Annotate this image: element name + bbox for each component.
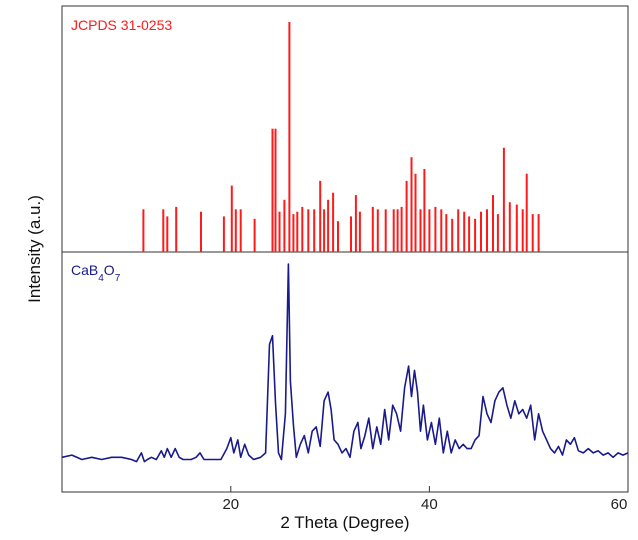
reference-panel-label: JCPDS 31-0253: [71, 17, 172, 33]
plot-frame: [61, 5, 629, 493]
sample-pattern-line: [61, 263, 629, 463]
y-axis-title: Intensity (a.u.): [25, 195, 44, 303]
x-axis-ticks: 20 40 60: [222, 486, 629, 513]
reference-pattern-sticks: [142, 22, 540, 252]
x-tick-label: 20: [222, 496, 239, 513]
sample-panel-label: CaB4O7: [71, 262, 121, 284]
x-tick-label: 40: [421, 496, 438, 513]
x-axis-title: 2 Theta (Degree): [280, 513, 409, 532]
x-tick-label: 60: [611, 496, 628, 513]
